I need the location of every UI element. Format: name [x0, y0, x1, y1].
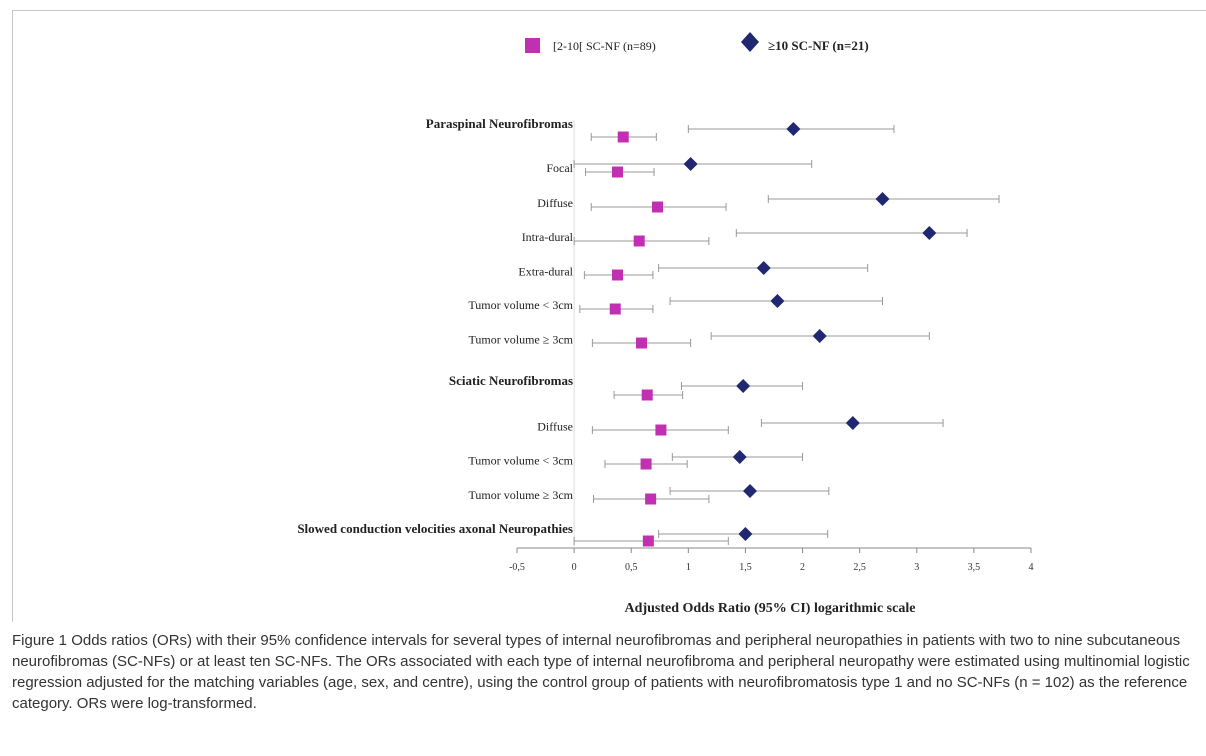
- series1-point: [655, 424, 667, 436]
- x-tick-label: 3,5: [968, 562, 981, 573]
- row-label: Extra-dural: [518, 265, 573, 279]
- x-tick-label: -0,5: [509, 562, 525, 573]
- series1-point: [617, 131, 629, 143]
- series2-point: [922, 226, 937, 240]
- series1-point: [633, 235, 645, 247]
- series2-point: [683, 157, 698, 171]
- x-tick-label: 2: [800, 562, 805, 573]
- row-label: Tumor volume ≥ 3cm: [469, 488, 574, 502]
- legend-label-series1: [2-10[ SC-NF (n=89): [553, 39, 656, 53]
- series1-point: [609, 303, 621, 315]
- row-label: Intra-dural: [522, 230, 574, 244]
- series1-point: [636, 337, 648, 349]
- series2-point: [770, 294, 785, 308]
- x-tick-label: 0: [572, 562, 577, 573]
- series2-point: [845, 416, 860, 430]
- x-tick-label: 0,5: [625, 562, 638, 573]
- x-axis-title: Adjusted Odds Ratio (95% CI) logarithmic…: [625, 601, 916, 616]
- x-tick-label: 1: [686, 562, 691, 573]
- figure-frame: [12, 10, 1206, 622]
- legend-marker-square: [525, 38, 540, 53]
- series1-point: [642, 535, 654, 547]
- x-tick-label: 1,5: [739, 562, 752, 573]
- x-tick-label: 3: [914, 562, 919, 573]
- row-label: Focal: [546, 161, 573, 175]
- figure-caption: Figure 1 Odds ratios (ORs) with their 95…: [12, 632, 1190, 712]
- series1-point: [641, 389, 653, 401]
- row-label: Paraspinal Neurofibromas: [426, 116, 573, 131]
- series2-point: [786, 122, 801, 136]
- series1-point: [640, 458, 652, 470]
- series2-point: [736, 379, 751, 393]
- series1-point: [645, 493, 657, 505]
- series2-point: [743, 484, 758, 498]
- row-label: Tumor volume < 3cm: [468, 454, 573, 468]
- forest-plot-chart: -0,5 0 0,5 1 1,5 2 2,5 3 3,5 4 Adjusted Odds Ratio…: [297, 32, 1034, 616]
- series2-point: [875, 192, 890, 206]
- row-label: Slowed conduction velocities axonal Neur…: [297, 521, 573, 536]
- row-label: Diffuse: [537, 196, 573, 210]
- row-label: Sciatic Neurofibromas: [449, 373, 573, 388]
- x-tick-label: 4: [1029, 562, 1034, 573]
- row-label: Diffuse: [537, 420, 573, 434]
- series2-point: [812, 329, 827, 343]
- legend-label-series2: ≥10 SC-NF (n=21): [768, 38, 869, 53]
- legend-marker-diamond: [741, 32, 759, 52]
- series1-point: [651, 201, 663, 213]
- row-label: Tumor volume ≥ 3cm: [469, 333, 574, 347]
- x-tick-label: 2,5: [853, 562, 866, 573]
- series2-point: [756, 261, 771, 275]
- series1-point: [612, 269, 624, 281]
- series2-point: [732, 450, 747, 464]
- row-label: Tumor volume < 3cm: [468, 298, 573, 312]
- series2-point: [738, 527, 753, 541]
- series1-point: [612, 166, 624, 178]
